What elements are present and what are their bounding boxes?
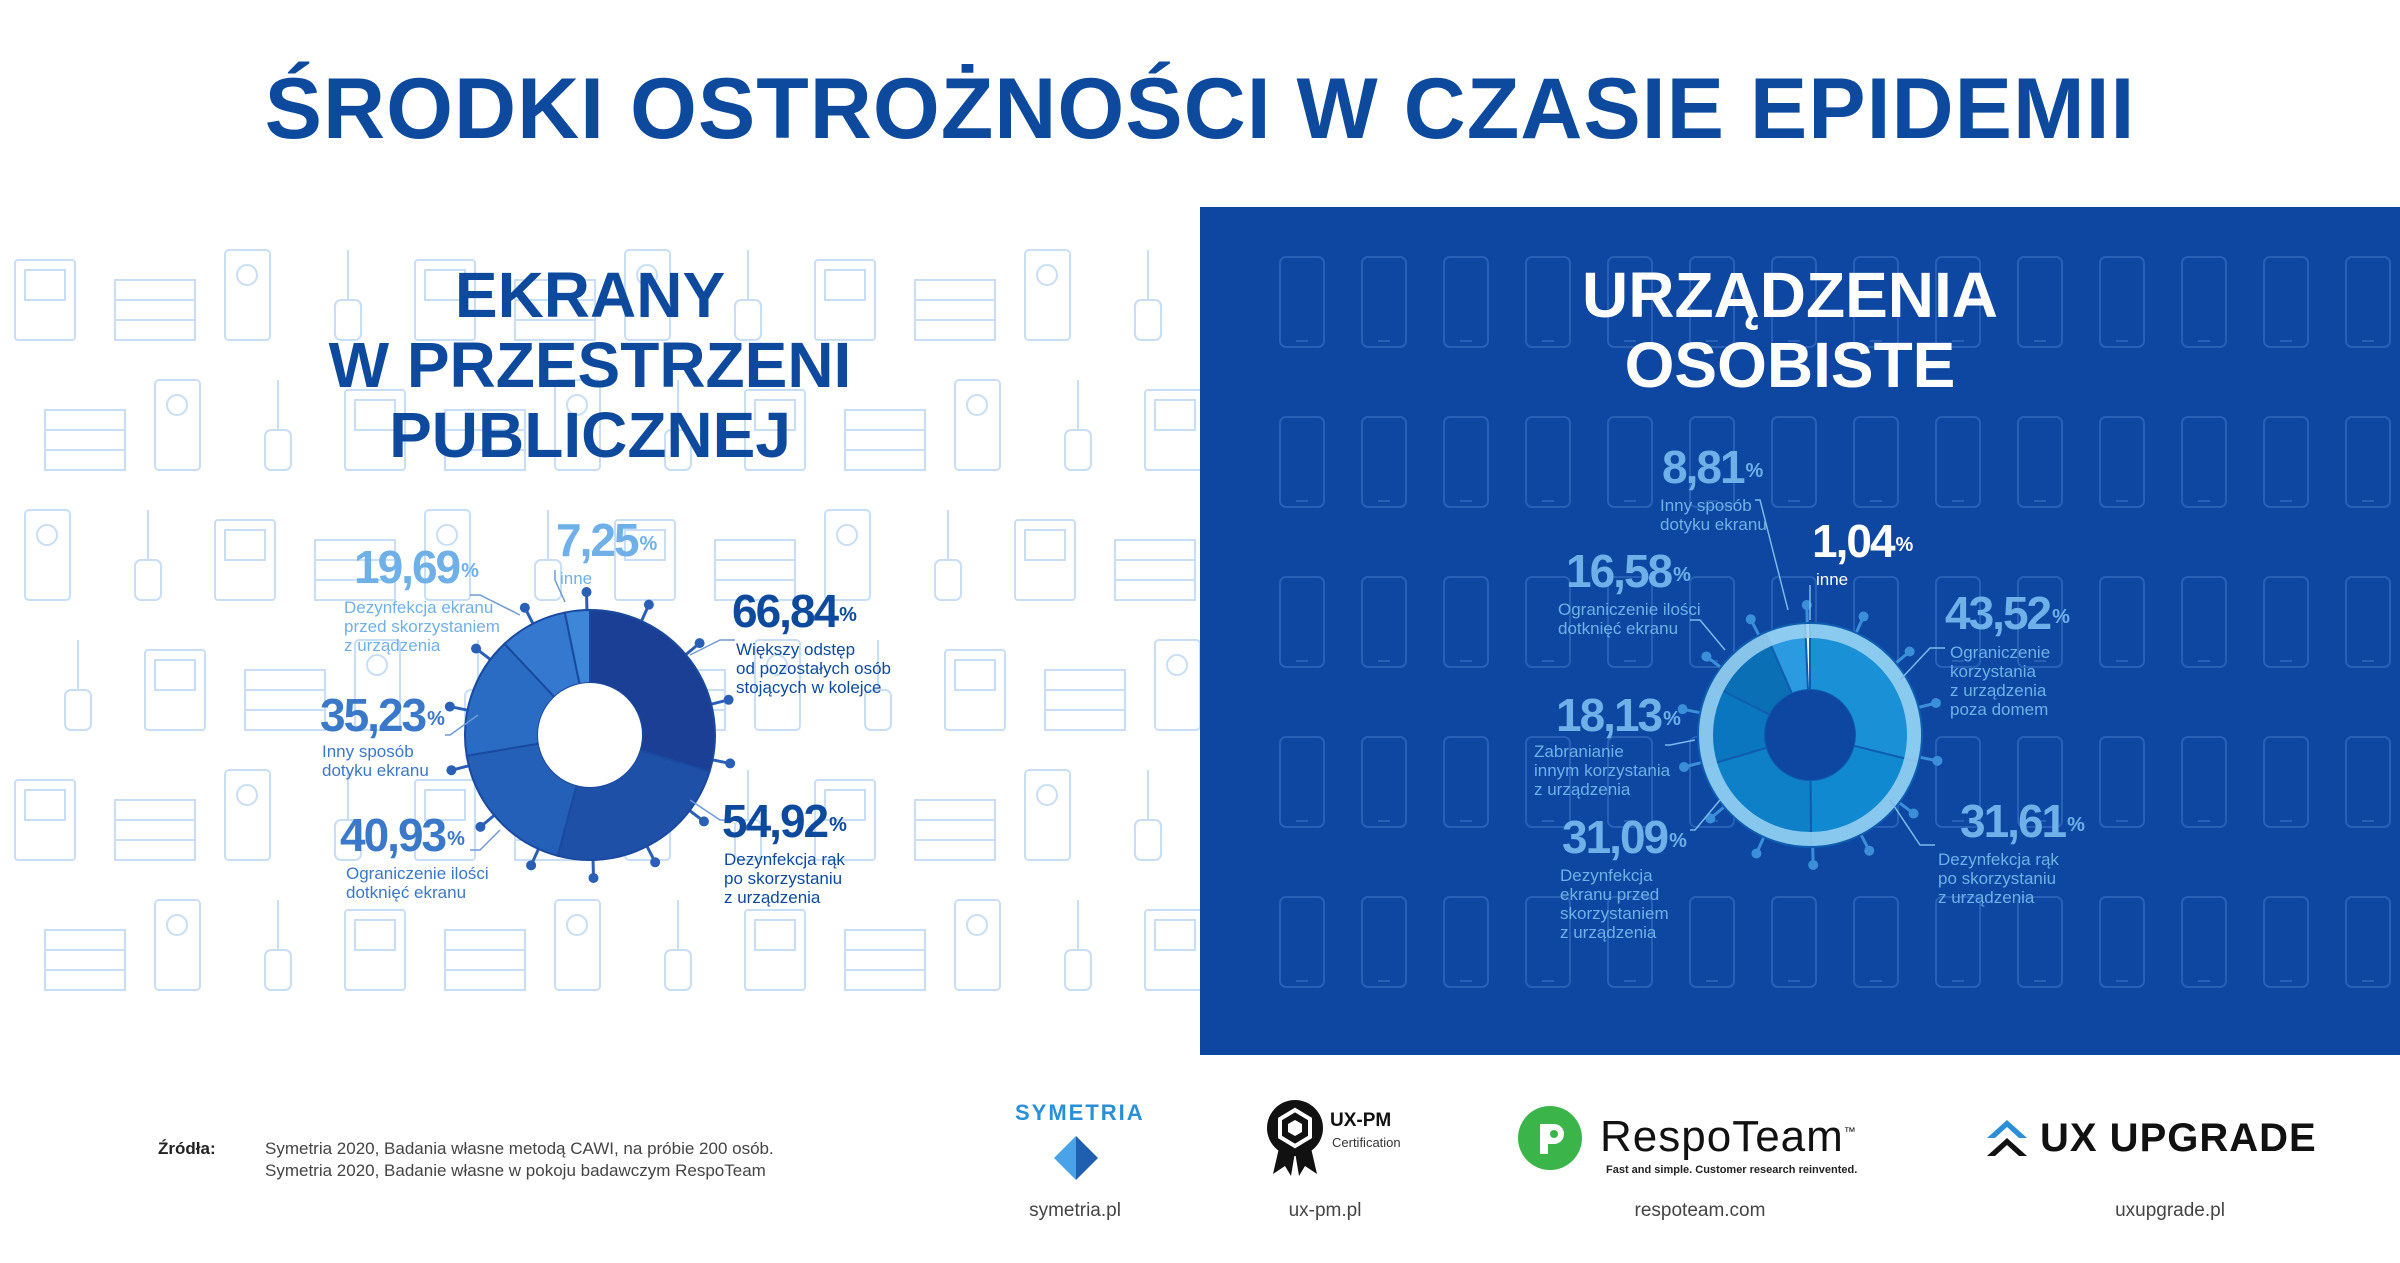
- left-value-3: 35,23%: [320, 689, 445, 741]
- right-leader-line: [1690, 619, 1726, 651]
- left-value-5: 7,25%: [556, 514, 658, 566]
- left-value-1: 54,92%: [722, 795, 847, 847]
- left-value-2: 40,93%: [340, 809, 465, 861]
- right-leader-line: [1889, 799, 1935, 846]
- left-leader-line: [554, 570, 566, 603]
- right-label-1: Dezynfekcja rąk po skorzystaniu z urządzen…: [1938, 850, 2059, 907]
- right-spike-dot: [1932, 755, 1943, 766]
- ux-upgrade-chevron-icon: [1987, 1120, 2027, 1156]
- right-value-6: 1,04%: [1812, 515, 1914, 567]
- left-spike-dot: [471, 643, 482, 654]
- left-leader-line: [689, 639, 735, 656]
- left-spike-dot: [526, 860, 537, 871]
- right-title-line: OSOBISTE: [1624, 329, 1956, 401]
- left-spike-dot: [723, 694, 734, 705]
- right-center-hole: [1765, 690, 1855, 780]
- left-leader-line: [470, 829, 501, 851]
- right-value-0: 43,52%: [1945, 587, 2070, 639]
- respoteam-tagline: Fast and simple. Customer research reinv…: [1606, 1164, 1858, 1176]
- left-spike-dot: [581, 587, 592, 598]
- left-label-0: Większy odstęp od pozostałych osób stojący…: [736, 640, 891, 697]
- ux-pm-url[interactable]: ux-pm.pl: [1288, 1200, 1362, 1221]
- right-label-5: Inny sposób dotyku ekranu: [1660, 496, 1767, 534]
- left-label-4: Dezynfekcja ekranu przed skorzystaniem z u…: [344, 598, 500, 655]
- left-spike-dot: [725, 758, 736, 769]
- right-spike-dot: [1745, 614, 1756, 625]
- respoteam-logo-icon: [1518, 1106, 1582, 1170]
- symetria-logo-icon: [1054, 1136, 1098, 1180]
- right-value-2: 31,09%: [1562, 811, 1687, 863]
- right-title-line: URZĄDZENIA: [1582, 259, 1998, 331]
- right-label-6: inne: [1816, 570, 1849, 589]
- left-title-line: EKRANY: [454, 259, 726, 331]
- left-spike-dot: [519, 602, 530, 613]
- right-spike-dot: [1751, 848, 1762, 859]
- right-spike-dot: [1904, 646, 1915, 657]
- right-outer-ring: [1699, 624, 1921, 846]
- left-leader-line: [470, 594, 521, 616]
- background-phone-pattern: [1279, 256, 2391, 988]
- right-donut: [1665, 499, 1945, 870]
- left-spike-dot: [588, 872, 599, 883]
- right-leader-line: [1690, 799, 1721, 831]
- left-title-line: PUBLICZNEJ: [389, 399, 791, 471]
- left-label-2: Ograniczenie ilości dotknięć ekranu: [346, 864, 489, 902]
- ux-upgrade-logo-text: UX UPGRADE: [2040, 1116, 2317, 1160]
- right-leader-line: [1755, 499, 1789, 611]
- right-label-2: Dezynfekcja ekranu przed skorzystaniem z ur…: [1560, 866, 1669, 942]
- left-spike-dot: [446, 765, 457, 776]
- left-center-hole: [538, 683, 642, 787]
- left-title-line: W PRZESTRZENI: [328, 329, 852, 401]
- symetria-logo-text: SYMETRIA: [1015, 1100, 1145, 1125]
- right-spike-dot: [1677, 704, 1688, 715]
- left-spike-dot: [444, 701, 455, 712]
- left-section-title: EKRANY W PRZESTRZENI PUBLICZNEJ: [280, 260, 900, 470]
- right-value-3: 18,13%: [1556, 689, 1681, 741]
- left-donut: [444, 570, 736, 883]
- respoteam-logo-text: RespoTeam™: [1600, 1112, 1857, 1161]
- ux-pm-logo-sub: Certification: [1332, 1135, 1401, 1150]
- source-line: Symetria 2020, Badania własne metodą CAW…: [265, 1139, 774, 1158]
- left-spike-dot: [694, 638, 705, 649]
- left-value-0: 66,84%: [732, 585, 857, 637]
- left-spike-dot: [475, 821, 486, 832]
- right-spike-dot: [1808, 859, 1819, 870]
- left-label-1: Dezynfekcja rąk po skorzystaniu z urządzen…: [724, 850, 845, 907]
- ux-pm-badge-icon: [1267, 1100, 1323, 1176]
- sources-list: Symetria 2020, Badania własne metodą CAW…: [265, 1138, 774, 1182]
- respoteam-url[interactable]: respoteam.com: [1634, 1200, 1766, 1221]
- ux-upgrade-url[interactable]: uxupgrade.pl: [2115, 1200, 2225, 1221]
- source-line: Symetria 2020, Badanie własne w pokoju b…: [265, 1161, 766, 1180]
- left-value-4: 19,69%: [354, 541, 479, 593]
- left-spike-dot: [643, 599, 654, 610]
- right-label-3: Zabranianie innym korzystania z urządzenia: [1534, 742, 1671, 799]
- right-spike-dot: [1864, 845, 1875, 856]
- right-spike-dot: [1908, 808, 1919, 819]
- ux-pm-logo-text: UX-PM: [1330, 1110, 1392, 1131]
- left-label-3: Inny sposób dotyku ekranu: [322, 742, 429, 780]
- left-label-5: inne: [560, 569, 593, 588]
- right-value-4: 16,58%: [1566, 545, 1691, 597]
- right-value-5: 8,81%: [1662, 441, 1764, 493]
- right-spike-dot: [1705, 813, 1716, 824]
- right-spike-dot: [1930, 697, 1941, 708]
- left-leader-line: [445, 714, 479, 736]
- right-leader-line: [1899, 647, 1945, 681]
- right-value-1: 31,61%: [1960, 795, 2085, 847]
- right-spike-dot: [1679, 762, 1690, 773]
- sources-label: Źródła:: [158, 1139, 216, 1158]
- left-spike-dot: [698, 816, 709, 827]
- symetria-url[interactable]: symetria.pl: [1029, 1200, 1121, 1221]
- right-label-0: Ograniczenie korzystania z urządzenia poza …: [1950, 643, 2051, 719]
- right-spike-dot: [1701, 651, 1712, 662]
- left-spike-dot: [650, 857, 661, 868]
- right-label-4: Ograniczenie ilości dotknięć ekranu: [1558, 600, 1701, 638]
- right-leader-line: [1665, 739, 1696, 746]
- right-spike-dot: [1858, 611, 1869, 622]
- right-section-title: URZĄDZENIA OSOBISTE: [1450, 260, 2130, 400]
- main-title: ŚRODKI OSTROŻNOŚCI W CZASIE EPIDEMII: [264, 61, 2136, 157]
- left-leader-line: [689, 799, 728, 821]
